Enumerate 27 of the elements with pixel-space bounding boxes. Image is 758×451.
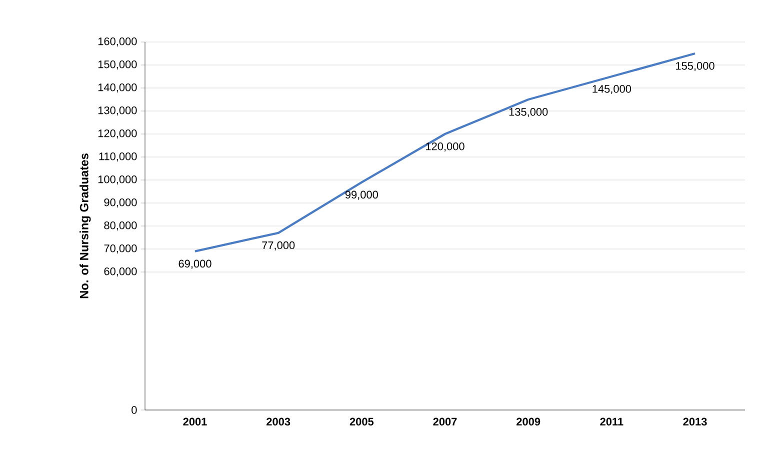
x-tick-label: 2005 xyxy=(350,418,374,426)
x-tick-label: 2007 xyxy=(433,418,457,426)
data-label: 120,000 xyxy=(426,142,464,152)
data-label: 77,000 xyxy=(262,241,295,250)
y-tick-label: 60,000 xyxy=(104,267,137,277)
data-label: 145,000 xyxy=(592,85,632,94)
data-label: 99,000 xyxy=(345,190,378,200)
x-tick-label: 2009 xyxy=(516,418,540,426)
y-tick-label: 80,000 xyxy=(104,221,137,231)
y-tick-label: 160,000 xyxy=(98,37,137,47)
x-tick-label: 2013 xyxy=(683,418,707,426)
data-label: 135,000 xyxy=(509,108,548,118)
y-tick-label: 120,000 xyxy=(98,129,137,139)
x-tick-label: 2001 xyxy=(183,418,207,426)
y-tick-label: 150,000 xyxy=(98,60,137,70)
data-label: 69,000 xyxy=(178,260,212,269)
y-axis-title: No. of Nursing Graduates xyxy=(80,154,91,298)
y-tick-label: 70,000 xyxy=(104,244,137,254)
x-tick-label: 2003 xyxy=(266,418,290,426)
y-tick-label: 140,000 xyxy=(98,83,137,93)
y-tick-label: 110,000 xyxy=(99,152,137,162)
y-tick-label: 130,000 xyxy=(98,106,137,116)
y-tick-label: 100,000 xyxy=(98,175,137,185)
y-tick-label: 90,000 xyxy=(104,198,137,208)
x-tick-label: 2011 xyxy=(600,418,624,426)
y-tick-label: 0 xyxy=(132,406,137,414)
data-label: 155,000 xyxy=(676,62,714,72)
